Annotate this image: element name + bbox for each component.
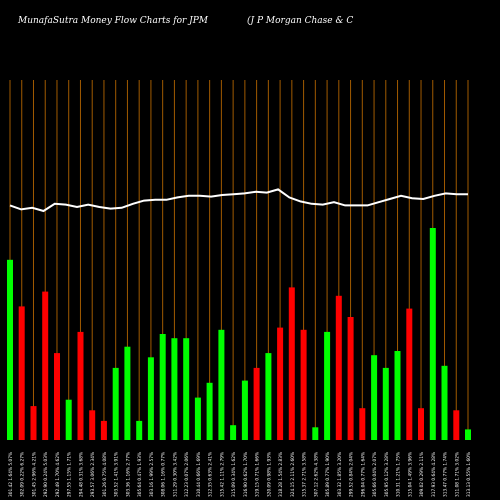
x-tick-label: 301.45 2.96% 4.21% bbox=[32, 452, 38, 497]
flow-bar bbox=[77, 331, 84, 440]
flow-bar bbox=[136, 420, 143, 440]
x-tick-label: 299.52 0.84% 2.04% bbox=[349, 452, 355, 497]
flow-bar bbox=[171, 338, 178, 440]
money-flow-bars bbox=[7, 228, 471, 440]
x-tick-label: 301.42 1.64% 5.07% bbox=[8, 452, 14, 497]
flow-bar bbox=[253, 367, 260, 440]
flow-bar bbox=[42, 291, 49, 440]
x-tick-label: 317.93 0.64% 4.28% bbox=[431, 452, 437, 497]
flow-bar bbox=[183, 338, 190, 440]
x-tick-label: 293.57 3.06% 2.34% bbox=[90, 452, 96, 497]
x-tick-label: 292.49 1.70% 4.62% bbox=[55, 452, 61, 497]
flow-bar bbox=[371, 355, 378, 440]
x-tick-label: 305.66 0.04% 2.07% bbox=[372, 452, 378, 497]
x-tick-label: 316.90 0.62% 1.70% bbox=[243, 452, 249, 497]
flow-bar bbox=[406, 308, 413, 440]
flow-bar bbox=[359, 408, 366, 440]
flow-bar bbox=[65, 399, 72, 440]
x-tick-label: 303.32 1.85% 3.20% bbox=[337, 452, 343, 497]
x-tick-label: 315.04 1.49% 3.96% bbox=[407, 452, 413, 497]
flow-bar bbox=[30, 406, 37, 440]
flow-bar bbox=[288, 287, 295, 440]
flow-bar bbox=[18, 306, 25, 440]
flow-bar bbox=[335, 295, 342, 440]
x-tick-label: 307.12 2.62% 4.38% bbox=[313, 452, 319, 497]
x-tick-label: 305.64 0.47% 1.93% bbox=[137, 452, 143, 497]
x-tick-label: 303.16 1.99% 2.57% bbox=[149, 452, 155, 497]
flow-bar bbox=[465, 429, 471, 440]
flow-bar bbox=[394, 351, 401, 440]
flow-bar bbox=[124, 346, 131, 440]
flow-bar bbox=[347, 317, 354, 440]
flow-bar bbox=[230, 425, 237, 440]
flow-bar bbox=[418, 408, 424, 440]
flow-bar bbox=[241, 380, 248, 440]
flow-bar bbox=[453, 410, 460, 440]
flow-bar bbox=[265, 353, 272, 440]
flow-bar bbox=[54, 353, 60, 440]
x-tick-label: 312.23 0.07% 2.06% bbox=[184, 452, 190, 497]
x-tick-label: 311.08 1.71% 3.02% bbox=[454, 452, 460, 497]
x-tick-label: 305.95 0.12% 3.28% bbox=[384, 452, 390, 497]
flow-bar bbox=[441, 365, 448, 440]
flow-bar bbox=[324, 331, 331, 440]
x-tick-label: 292.90 0.24% 5.03% bbox=[43, 452, 49, 497]
flow-bar bbox=[206, 382, 213, 440]
x-tick-label: 315.42 1.11% 2.79% bbox=[219, 452, 225, 497]
x-tick-label: 315.09 0.34% 1.62% bbox=[231, 452, 237, 497]
x-tick-label: 302.09 0.22% 6.27% bbox=[20, 452, 26, 497]
x-tick-label: 309.02 0.29% 2.11% bbox=[419, 452, 425, 497]
x-tick-label: 319.15 0.71% 1.66% bbox=[255, 452, 261, 497]
flow-bar bbox=[312, 427, 319, 440]
x-axis-labels: 301.42 1.64% 5.07% 302.09 0.22% 6.27% 301.… bbox=[8, 452, 472, 497]
x-tick-label: 313.47 0.77% 1.74% bbox=[443, 452, 449, 497]
flow-bar bbox=[112, 367, 119, 440]
flow-bar bbox=[89, 410, 96, 440]
x-tick-label: 313.13 0.55% 1.60% bbox=[466, 452, 472, 497]
x-tick-label: 305.89 0.77% 1.90% bbox=[325, 452, 331, 497]
flow-bar bbox=[7, 259, 13, 440]
price-line bbox=[9, 188, 468, 213]
flow-bar bbox=[218, 329, 225, 440]
x-tick-label: 315.37 2.71% 3.58% bbox=[302, 452, 308, 497]
x-tick-label: 311.29 0.30% 3.42% bbox=[172, 452, 178, 497]
flow-bar bbox=[100, 420, 107, 440]
x-tick-label: 303.36 1.16% 2.77% bbox=[125, 452, 131, 497]
x-tick-label: 294.48 0.31% 3.68% bbox=[79, 452, 85, 497]
flow-bar bbox=[194, 397, 201, 440]
x-tick-label: 310.44 0.66% 1.69% bbox=[196, 452, 202, 497]
flow-bar bbox=[159, 334, 166, 440]
flow-bar bbox=[300, 329, 307, 440]
x-tick-label: 320.09 0.98% 1.93% bbox=[266, 452, 272, 497]
flow-bar bbox=[382, 367, 389, 440]
chart-header-left: MunafaSutra Money Flow Charts for JPM bbox=[18, 16, 209, 26]
x-tick-label: 303.52 1.41% 3.91% bbox=[114, 452, 120, 497]
flow-bar bbox=[277, 327, 284, 440]
x-tick-label: 318.28 1.54% 2.83% bbox=[278, 452, 284, 497]
chart-header-right: (J P Morgan Chase & C bbox=[247, 16, 354, 26]
x-tick-label: 296.04 0.77% 1.64% bbox=[360, 452, 366, 497]
x-tick-label: 310.31 1.21% 1.75% bbox=[396, 452, 402, 497]
x-tick-label: 324.15 2.11% 2.60% bbox=[290, 452, 296, 497]
x-tick-label: 312.35 0.63% 2.41% bbox=[208, 452, 214, 497]
x-tick-label: 301.26 0.75% 4.08% bbox=[102, 452, 108, 497]
x-tick-label: 297.55 1.15% 1.71% bbox=[67, 452, 73, 497]
flow-bar bbox=[429, 228, 436, 440]
flow-bar bbox=[147, 357, 154, 440]
x-tick-label: 308.06 1.16% 0.77% bbox=[161, 452, 167, 497]
